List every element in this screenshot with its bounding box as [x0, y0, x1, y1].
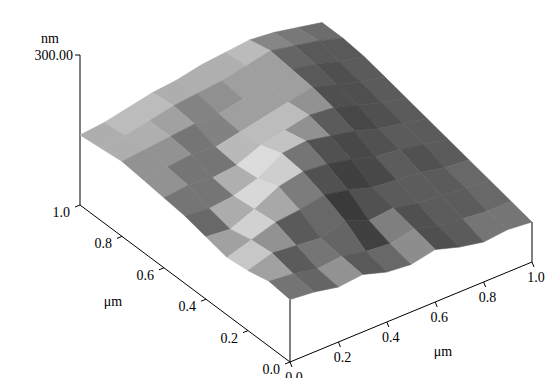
svg-text:0.0: 0.0: [263, 362, 281, 377]
svg-text:0.8: 0.8: [95, 236, 113, 251]
svg-text:0.4: 0.4: [382, 330, 400, 345]
svg-text:0.0: 0.0: [285, 370, 303, 378]
svg-text:0.6: 0.6: [137, 268, 155, 283]
svg-text:nm: nm: [41, 31, 59, 46]
svg-text:1.0: 1.0: [53, 205, 71, 220]
svg-text:0.2: 0.2: [221, 331, 239, 346]
svg-text:1.0: 1.0: [527, 270, 545, 285]
svg-text:0.2: 0.2: [334, 350, 352, 365]
svg-text:300.00: 300.00: [35, 48, 74, 63]
svg-text:μm: μm: [104, 294, 123, 309]
svg-text:0.6: 0.6: [430, 310, 448, 325]
svg-text:0.8: 0.8: [479, 290, 497, 305]
svg-text:0.4: 0.4: [179, 299, 197, 314]
svg-text:μm: μm: [434, 344, 453, 359]
